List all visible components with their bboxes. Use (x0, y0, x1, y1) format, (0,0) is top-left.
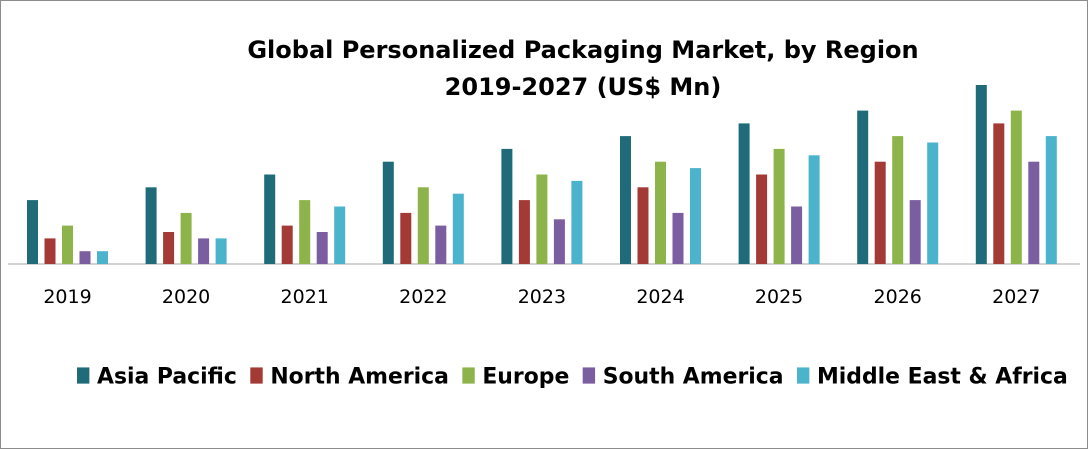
chart-title-line-2: 2019-2027 (US$ Mn) (444, 73, 722, 101)
x-tick-label: 2025 (755, 286, 803, 308)
bar-europe-2024 (655, 161, 666, 264)
x-tick-label: 2020 (162, 286, 210, 308)
bar-europe-2025 (773, 148, 785, 264)
bar-asia-pacific-2025 (738, 123, 750, 265)
bar-asia-pacific-2027 (975, 85, 987, 264)
bar-south-america-2021 (316, 232, 328, 264)
bar-south-america-2019 (79, 251, 91, 264)
x-tick-label: 2019 (43, 286, 91, 308)
bar-middle-east-africa-2024 (690, 168, 701, 264)
bar-south-america-2026 (909, 200, 921, 264)
bar-north-america-2024 (637, 187, 649, 264)
bars-group (27, 85, 1057, 265)
legend-label: Europe (482, 365, 569, 390)
legend-label: North America (270, 365, 449, 390)
bar-europe-2027 (1010, 110, 1022, 264)
bar-asia-pacific-2026 (857, 110, 869, 264)
bar-asia-pacific-2023 (501, 148, 513, 264)
bar-middle-east-africa-2020 (215, 238, 227, 264)
bar-north-america-2020 (163, 232, 175, 264)
bar-europe-2021 (299, 200, 311, 264)
bar-asia-pacific-2024 (620, 136, 631, 264)
legend-marker (250, 367, 263, 384)
bar-europe-2023 (536, 174, 548, 264)
bar-asia-pacific-2022 (382, 161, 394, 264)
x-tick-label: 2027 (992, 286, 1040, 308)
bar-asia-pacific-2020 (145, 187, 157, 264)
bar-south-america-2022 (435, 225, 447, 264)
legend-marker (77, 367, 90, 384)
bar-asia-pacific-2019 (27, 200, 38, 264)
bar-south-america-2023 (553, 219, 565, 265)
bar-middle-east-africa-2023 (571, 180, 583, 264)
legend-label: Middle East & Africa (817, 365, 1068, 390)
bar-asia-pacific-2021 (264, 174, 276, 264)
bar-south-america-2024 (672, 212, 684, 264)
bar-middle-east-africa-2027 (1045, 136, 1057, 264)
bar-south-america-2027 (1028, 161, 1040, 264)
chart-title-line-1: Global Personalized Packaging Market, by… (247, 36, 919, 64)
bar-north-america-2019 (44, 238, 56, 264)
x-tick-label: 2024 (636, 286, 684, 308)
bar-south-america-2020 (198, 238, 210, 264)
legend-marker (796, 367, 810, 384)
bar-north-america-2026 (874, 161, 886, 264)
bar-north-america-2027 (993, 123, 1005, 265)
bar-middle-east-africa-2019 (97, 251, 108, 264)
bar-middle-east-africa-2026 (927, 142, 939, 264)
bar-europe-2020 (180, 212, 192, 264)
bar-middle-east-africa-2022 (452, 193, 464, 264)
bar-europe-2026 (892, 136, 904, 264)
bar-north-america-2023 (518, 200, 530, 264)
bar-north-america-2021 (281, 225, 293, 264)
legend-marker (462, 367, 475, 384)
x-tick-label: 2022 (399, 286, 447, 308)
bar-south-america-2025 (791, 206, 803, 264)
bar-europe-2022 (417, 187, 429, 264)
bar-middle-east-africa-2025 (808, 155, 820, 264)
legend-marker (582, 367, 596, 384)
x-tick-label: 2021 (281, 286, 329, 308)
x-tick-labels: 2019 2020 2021 2022 2023 2024 2025 2026 2027 (43, 286, 1040, 308)
bar-north-america-2025 (756, 174, 768, 264)
bar-north-america-2022 (400, 212, 412, 264)
legend-label: Asia Pacific (97, 365, 237, 390)
legend-label: South America (603, 365, 784, 390)
x-tick-label: 2023 (518, 286, 566, 308)
x-tick-label: 2026 (874, 286, 922, 308)
bar-europe-2019 (62, 225, 73, 264)
legend: Asia Pacific North America Europe South Ame… (77, 365, 1068, 390)
bar-middle-east-africa-2021 (334, 206, 346, 264)
